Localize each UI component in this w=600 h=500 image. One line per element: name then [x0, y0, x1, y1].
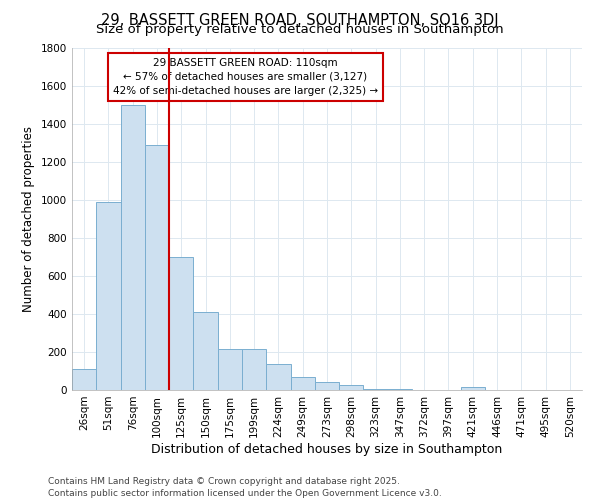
- Bar: [72, 369, 96, 390]
- Bar: [266, 364, 290, 390]
- Bar: [461, 387, 485, 390]
- Bar: [388, 389, 412, 390]
- Bar: [121, 104, 145, 390]
- X-axis label: Distribution of detached houses by size in Southampton: Distribution of detached houses by size …: [151, 442, 503, 456]
- Bar: [193, 312, 218, 390]
- Bar: [169, 257, 193, 390]
- Bar: [364, 389, 388, 390]
- Bar: [315, 382, 339, 390]
- Bar: [218, 349, 242, 390]
- Y-axis label: Number of detached properties: Number of detached properties: [22, 126, 35, 312]
- Bar: [339, 385, 364, 390]
- Text: 29 BASSETT GREEN ROAD: 110sqm
← 57% of detached houses are smaller (3,127)
42% o: 29 BASSETT GREEN ROAD: 110sqm ← 57% of d…: [113, 58, 378, 96]
- Text: Contains HM Land Registry data © Crown copyright and database right 2025.
Contai: Contains HM Land Registry data © Crown c…: [48, 476, 442, 498]
- Bar: [242, 349, 266, 390]
- Bar: [145, 144, 169, 390]
- Text: Size of property relative to detached houses in Southampton: Size of property relative to detached ho…: [96, 22, 504, 36]
- Bar: [290, 376, 315, 390]
- Bar: [96, 202, 121, 390]
- Text: 29, BASSETT GREEN ROAD, SOUTHAMPTON, SO16 3DJ: 29, BASSETT GREEN ROAD, SOUTHAMPTON, SO1…: [101, 12, 499, 28]
